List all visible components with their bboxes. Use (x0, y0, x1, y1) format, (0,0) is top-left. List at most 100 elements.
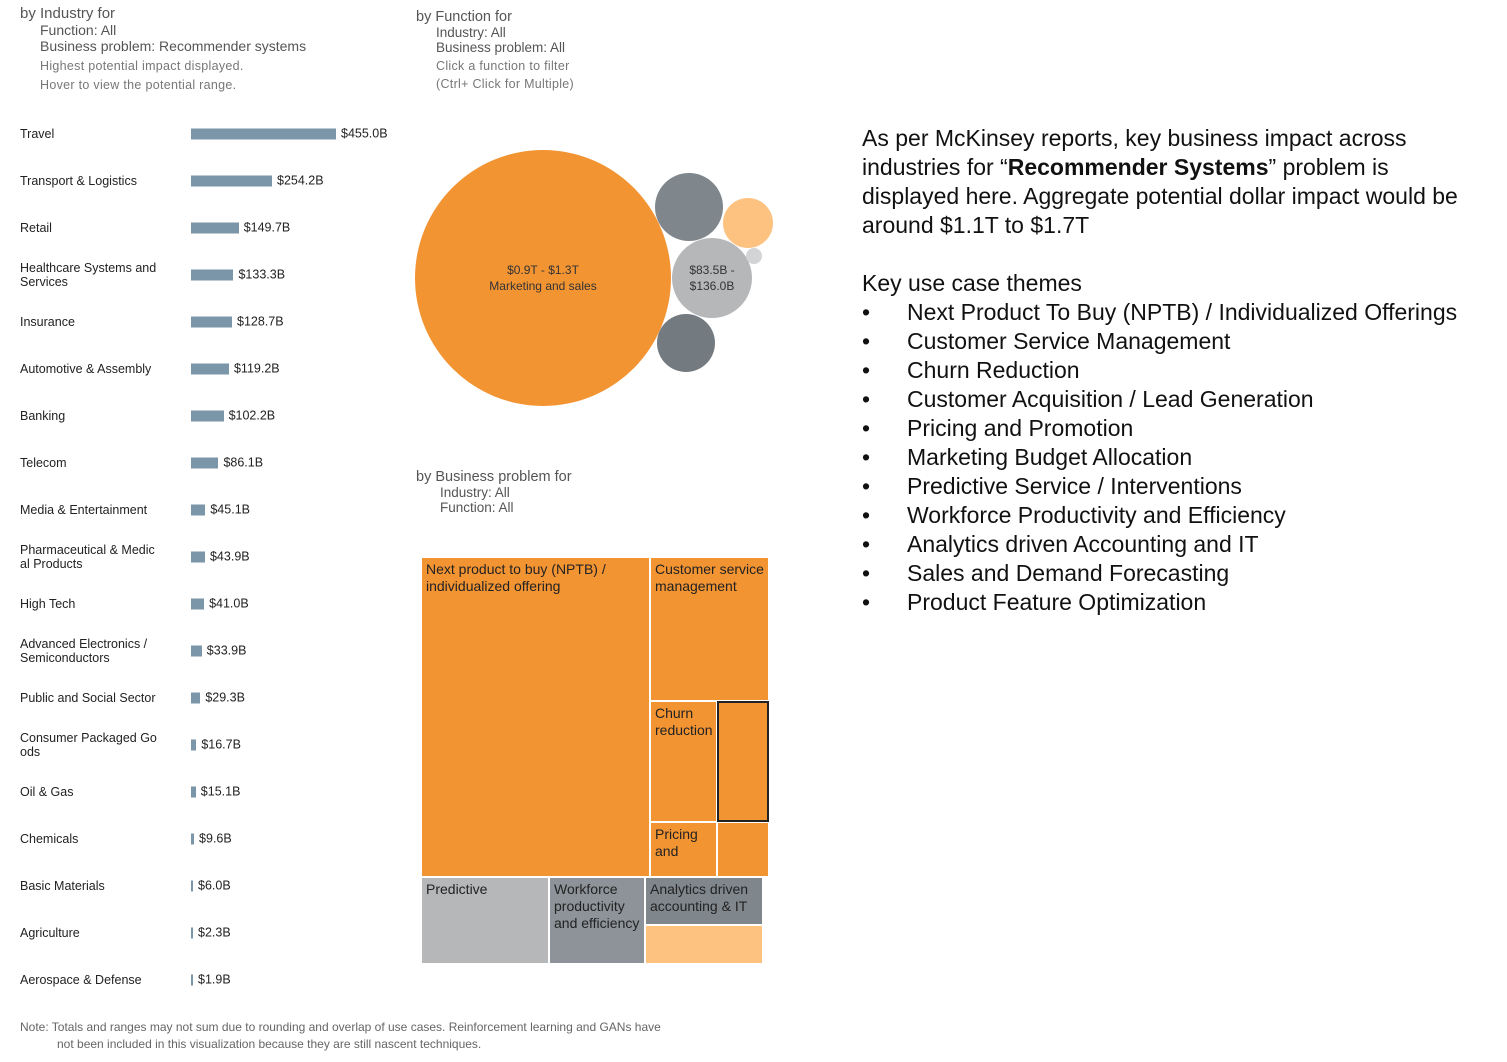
treemap-cell-label: Next product to buy (NPTB) / individuali… (426, 561, 606, 594)
industry-label: Retail (20, 220, 52, 235)
treemap-cell[interactable]: Customer service management (650, 557, 769, 701)
function-bubble-chart[interactable]: $0.9T - $1.3T Marketing and sales $83.5B -… (410, 150, 790, 420)
industry-row[interactable]: Oil & Gas $15.1B (0, 768, 410, 815)
industry-row[interactable]: Banking $102.2B (0, 392, 410, 439)
industry-value-label: $41.0B (209, 595, 249, 610)
industry-label: Agriculture (20, 925, 80, 940)
industry-bar[interactable] (191, 410, 224, 421)
function-problem-filter: Business problem: All (436, 40, 566, 55)
industry-bar[interactable] (191, 363, 229, 374)
industry-bar[interactable] (191, 457, 219, 468)
bullet-icon: • (862, 299, 871, 325)
industry-bar[interactable] (191, 739, 197, 750)
bullet-icon: • (862, 560, 871, 586)
industry-value-label: $1.9B (198, 971, 231, 986)
summary-intro-after: ” problem is displayed here. Aggregate p… (862, 154, 1458, 238)
industry-bar[interactable] (191, 269, 234, 280)
function-bubble[interactable] (655, 173, 723, 241)
industry-bar[interactable] (191, 692, 201, 703)
theme-item: • Product Feature Optimization (862, 588, 1492, 617)
treemap-cell-label: Customer service management (655, 561, 764, 594)
bullet-icon: • (862, 444, 871, 470)
theme-label: Workforce Productivity and Efficiency (907, 502, 1286, 528)
industry-value-label: $9.6B (199, 830, 232, 845)
industry-hint-2: Hover to view the potential range. (40, 78, 237, 92)
function-bubble[interactable] (746, 248, 762, 264)
treemap-cell-label: Predictive (426, 881, 488, 897)
industry-bar[interactable] (191, 175, 272, 186)
bullet-icon: • (862, 531, 871, 557)
theme-label: Next Product To Buy (NPTB) / Individuali… (907, 299, 1458, 325)
industry-row[interactable]: Insurance $128.7B (0, 298, 410, 345)
function-bubble[interactable] (723, 198, 773, 248)
function-bubble[interactable] (415, 150, 671, 406)
industry-row[interactable]: High Tech $41.0B (0, 580, 410, 627)
industry-row[interactable]: Chemicals $9.6B (0, 815, 410, 862)
industry-value-label: $133.3B (238, 266, 286, 281)
industry-bar[interactable] (191, 833, 195, 844)
industry-bar[interactable] (191, 880, 193, 891)
function-header: by Function for Industry: All Business p… (416, 9, 716, 91)
treemap-cell[interactable] (717, 822, 769, 877)
industry-value-label: $102.2B (228, 407, 276, 422)
industry-row[interactable]: Agriculture $2.3B (0, 909, 410, 956)
industry-header-title: by Industry for (20, 5, 116, 22)
treemap-cell[interactable]: Next product to buy (NPTB) / individuali… (421, 557, 650, 877)
treemap-cell[interactable]: Workforce productivity and efficiency (549, 877, 645, 964)
industry-row[interactable]: Telecom $86.1B (0, 439, 410, 486)
industry-row[interactable]: Advanced Electronics / Semiconductors $33.… (0, 627, 410, 674)
industry-row[interactable]: Public and Social Sector $29.3B (0, 674, 410, 721)
industry-row[interactable]: Travel $455.0B (0, 110, 410, 157)
industry-label: Basic Materials (20, 878, 105, 893)
industry-row[interactable]: Healthcare Systems and Services $133.3B (0, 251, 410, 298)
industry-bar[interactable] (191, 222, 239, 233)
industry-label: Oil & Gas (20, 784, 74, 799)
industry-label: Banking (20, 408, 66, 423)
industry-value-label: $128.7B (237, 313, 284, 328)
footnote-line-2: not been included in this visualization … (57, 1037, 482, 1051)
industry-bar[interactable] (191, 645, 202, 656)
industry-bar[interactable] (191, 974, 193, 985)
summary-panel: As per McKinsey reports, key business im… (862, 124, 1492, 617)
industry-row[interactable]: Media & Entertainment $45.1B (0, 486, 410, 533)
treemap-cell[interactable]: Pricing and (650, 822, 717, 877)
industry-row[interactable]: Aerospace & Defense $1.9B (0, 956, 410, 1003)
industry-bar[interactable] (191, 316, 232, 327)
industry-row[interactable]: Retail $149.7B (0, 204, 410, 251)
industry-value-label: $43.9B (209, 548, 250, 563)
function-bubble[interactable] (657, 314, 715, 372)
industry-bar[interactable] (191, 551, 205, 562)
function-bubble[interactable] (672, 238, 752, 318)
function-hint-1: Click a function to filter (436, 59, 570, 73)
industry-bar[interactable] (191, 504, 206, 515)
industry-row[interactable]: Pharmaceutical & Medic al Products $43.9B (0, 533, 410, 580)
industry-label: Chemicals (20, 831, 79, 846)
industry-bar[interactable] (191, 927, 193, 938)
industry-bar[interactable] (191, 786, 196, 797)
theme-label: Churn Reduction (907, 357, 1080, 383)
treemap-cell[interactable] (645, 925, 763, 964)
industry-row[interactable]: Basic Materials $6.0B (0, 862, 410, 909)
treemap-cell-label: Analytics driven accounting & IT (650, 881, 749, 914)
industry-label: Telecom (20, 455, 67, 470)
industry-row[interactable]: Automotive & Assembly $119.2B (0, 345, 410, 392)
industry-value-label: $16.7B (201, 736, 241, 751)
industry-bar[interactable] (191, 128, 336, 139)
industry-row[interactable]: Consumer Packaged Go ods $16.7B (0, 721, 410, 768)
treemap-cell[interactable]: Analytics driven accounting & IT (645, 877, 763, 925)
theme-label: Analytics driven Accounting and IT (907, 531, 1259, 557)
treemap-cell[interactable]: Churn reduction (650, 701, 717, 822)
treemap-cell[interactable] (717, 701, 769, 822)
industry-hint-1: Highest potential impact displayed. (40, 59, 244, 73)
problem-function-filter: Function: All (440, 500, 514, 515)
bullet-icon: • (862, 357, 871, 383)
industry-value-label: $2.3B (198, 924, 231, 939)
treemap-cell[interactable]: Predictive (421, 877, 549, 964)
function-bubble-label: Marketing and sales (489, 279, 596, 293)
industry-label: Transport & Logistics (20, 173, 137, 188)
industry-row[interactable]: Transport & Logistics $254.2B (0, 157, 410, 204)
function-bubble-label: $83.5B - (689, 263, 734, 277)
bullet-icon: • (862, 415, 871, 441)
theme-item: • Customer Service Management (862, 327, 1492, 356)
industry-bar[interactable] (191, 598, 205, 609)
